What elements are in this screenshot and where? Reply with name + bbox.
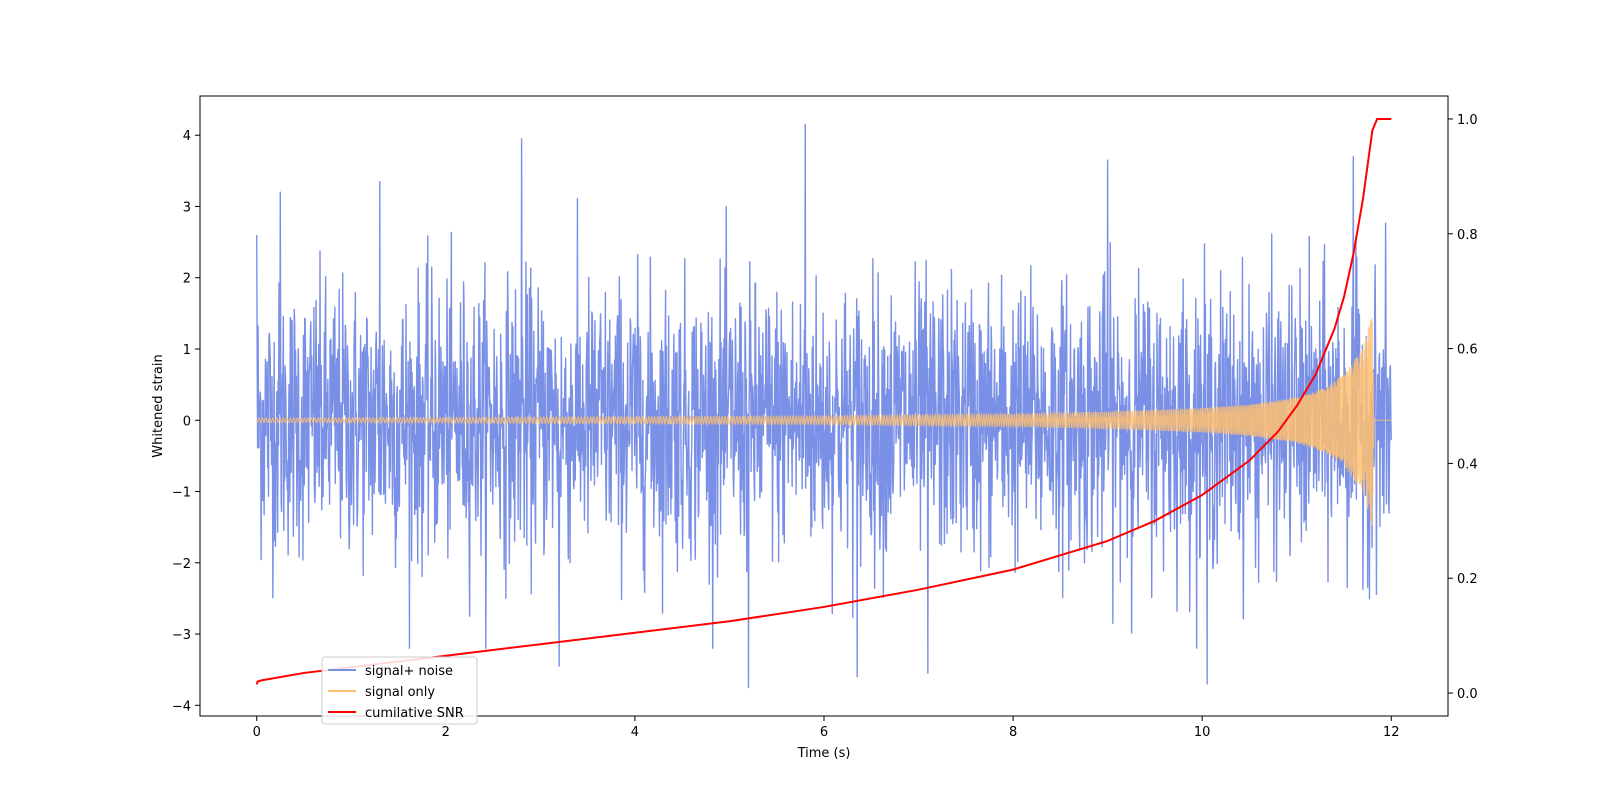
legend-label: signal+ noise bbox=[365, 664, 453, 679]
series-signal-noise bbox=[256, 123, 1392, 689]
x-axis-label: Time (s) bbox=[797, 746, 851, 761]
y-tick-label: 3 bbox=[183, 200, 191, 215]
series-signal-only bbox=[256, 318, 1392, 526]
x-tick-label: 10 bbox=[1194, 725, 1211, 740]
x-axis: 0 2 4 6 8 10 12 bbox=[253, 716, 1400, 740]
legend-label: signal only bbox=[365, 685, 435, 700]
y2-tick-label: 0.4 bbox=[1457, 457, 1478, 472]
x-tick-label: 12 bbox=[1383, 725, 1400, 740]
y-tick-label: −1 bbox=[172, 486, 191, 501]
y-tick-label: −3 bbox=[172, 628, 191, 643]
legend-label: cumilative SNR bbox=[365, 706, 464, 721]
x-tick-label: 6 bbox=[820, 725, 828, 740]
y2-tick-label: 0.2 bbox=[1457, 572, 1478, 587]
y-axis-label: Whitened strain bbox=[151, 354, 166, 457]
y-axis-left: −4 −3 −2 −1 0 1 2 3 4 bbox=[172, 129, 200, 714]
x-tick-label: 8 bbox=[1009, 725, 1017, 740]
legend-box bbox=[321, 656, 478, 725]
y-tick-label: −4 bbox=[172, 699, 191, 714]
y2-tick-label: 0.8 bbox=[1457, 228, 1478, 243]
y-axis-right: 0.0 0.2 0.4 0.6 0.8 1.0 bbox=[1448, 113, 1478, 702]
y-tick-label: −2 bbox=[172, 557, 191, 572]
y-tick-label: 0 bbox=[183, 414, 191, 429]
y-tick-label: 2 bbox=[183, 272, 191, 287]
y2-tick-label: 0.0 bbox=[1457, 687, 1478, 702]
y-tick-label: 1 bbox=[183, 343, 191, 358]
y-tick-label: 4 bbox=[183, 129, 191, 144]
y2-tick-label: 1.0 bbox=[1457, 113, 1478, 128]
x-tick-label: 2 bbox=[442, 725, 450, 740]
x-tick-label: 0 bbox=[253, 725, 261, 740]
y2-tick-label: 0.6 bbox=[1457, 343, 1478, 358]
legend: signal+ noise signal only cumilative SNR bbox=[321, 656, 478, 725]
x-tick-label: 4 bbox=[631, 725, 639, 740]
